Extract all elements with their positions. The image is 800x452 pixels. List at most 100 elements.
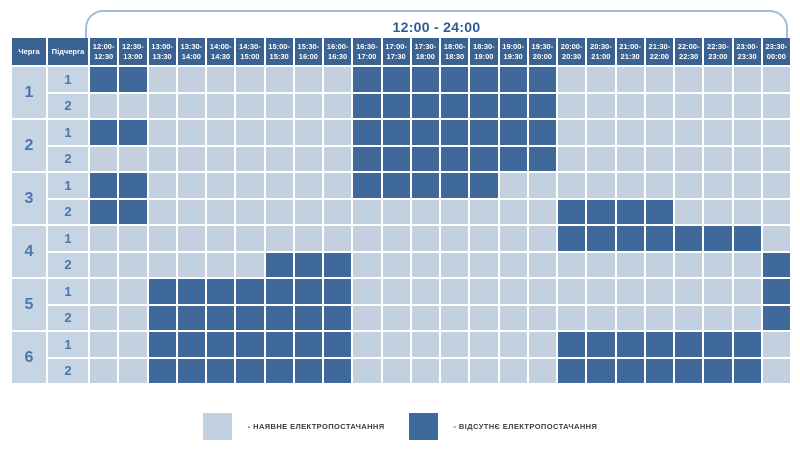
outage-cell [411,146,439,171]
outage-cell [558,332,586,357]
available-cell [675,252,703,277]
available-cell [704,199,732,224]
available-cell [762,67,790,92]
available-cell [148,199,176,224]
available-cell [616,252,644,277]
outage-cell [382,146,410,171]
outage-cell [236,279,264,304]
available-cell [733,67,761,92]
available-cell [470,279,498,304]
available-cell [207,252,235,277]
outage-cell [587,226,615,251]
available-cell [587,120,615,145]
available-cell [236,146,264,171]
time-slot-header: 18:00- 18:30 [441,38,469,65]
available-cell [470,305,498,330]
available-cell [265,199,293,224]
outage-cell [470,93,498,118]
available-cell [294,146,322,171]
outage-cell [616,199,644,224]
available-cell [733,252,761,277]
outage-cell [411,173,439,198]
outage-cell [441,146,469,171]
outage-cell [90,173,118,198]
outage-cell [587,199,615,224]
outage-cell [733,358,761,383]
time-slot-header: 16:30- 17:00 [353,38,381,65]
available-cell [645,67,673,92]
outage-cell [675,226,703,251]
available-cell [207,67,235,92]
outage-cell [441,120,469,145]
outage-cell [441,67,469,92]
time-slot-header: 19:00- 19:30 [499,38,527,65]
available-cell [733,93,761,118]
available-cell [411,305,439,330]
available-cell [324,199,352,224]
outage-cell [528,67,556,92]
queue-label: 6 [12,332,46,383]
available-cell [675,173,703,198]
outage-cell [499,93,527,118]
outage-cell [119,67,147,92]
available-cell [265,146,293,171]
available-cell [558,120,586,145]
available-cell [499,252,527,277]
available-cell [177,226,205,251]
outage-cell [528,93,556,118]
outage-cell [675,332,703,357]
available-cell [236,252,264,277]
outage-cell [324,358,352,383]
outage-cell [265,252,293,277]
available-cell [616,305,644,330]
outage-cell [353,120,381,145]
outage-cell [558,358,586,383]
outage-cell [148,332,176,357]
available-cell [148,252,176,277]
queue-label: 4 [12,226,46,277]
available-cell [353,358,381,383]
available-cell [733,199,761,224]
outage-cell [645,332,673,357]
available-cell [119,279,147,304]
outage-cell [353,146,381,171]
outage-cell [177,358,205,383]
outage-cell [236,305,264,330]
available-cell [558,252,586,277]
available-cell [470,332,498,357]
subqueue-label: 2 [48,252,88,277]
outage-cell [528,146,556,171]
available-cell [148,173,176,198]
available-cell [704,252,732,277]
outage-cell [265,332,293,357]
available-cell [733,279,761,304]
available-cell [265,93,293,118]
schedule-table: Черга Підчерга 12:00- 12:30 12:30- 13:00 13:… [12,38,790,383]
available-cell [90,252,118,277]
available-cell [236,173,264,198]
available-cell [704,67,732,92]
available-cell [207,173,235,198]
outage-cell [470,173,498,198]
available-cell [704,173,732,198]
outage-cell [411,93,439,118]
time-slot-header: 18:30- 19:00 [470,38,498,65]
available-cell [645,93,673,118]
outage-cell [119,173,147,198]
available-cell [528,279,556,304]
available-cell [762,120,790,145]
available-cell [499,332,527,357]
available-cell [558,173,586,198]
outage-cell [411,67,439,92]
subqueue-label: 2 [48,199,88,224]
outage-cell [90,67,118,92]
outage-swatch-icon [408,413,438,440]
outage-cell [382,67,410,92]
available-cell [207,93,235,118]
outage-cell [470,120,498,145]
legend-item-outage: - ВІДСУТНЄ ЕЛЕКТРОПОСТАЧАННЯ [408,413,598,440]
available-cell [236,93,264,118]
available-cell [441,199,469,224]
time-slot-header: 14:00- 14:30 [207,38,235,65]
